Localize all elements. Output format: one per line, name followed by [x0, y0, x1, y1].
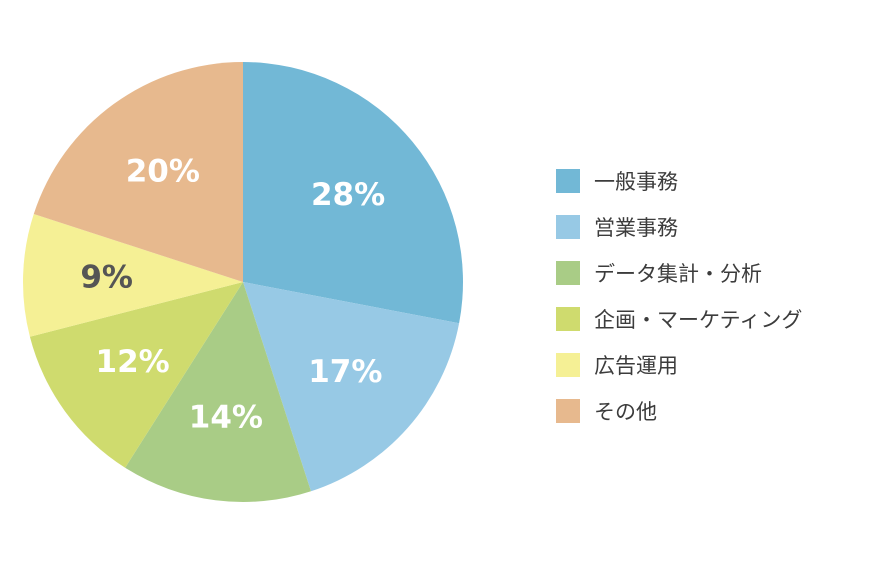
slice-value-label-4: 12% [96, 344, 170, 380]
slice-value-label-1: 28% [311, 177, 385, 213]
slice-value-label-6: 20% [126, 154, 200, 190]
legend-item-3: データ集計・分析 [556, 250, 802, 296]
legend-item-6: その他 [556, 388, 802, 434]
legend-swatch [556, 399, 580, 423]
pie-slice-3 [125, 282, 311, 502]
legend-swatch [556, 307, 580, 331]
legend-label: データ集計・分析 [594, 262, 762, 286]
legend-swatch [556, 169, 580, 193]
legend-swatch [556, 353, 580, 377]
pie-slice-2 [243, 282, 460, 492]
pie-slice-4 [29, 282, 243, 468]
legend-label: 一般事務 [594, 170, 678, 194]
legend-label: その他 [594, 400, 657, 424]
pie-slice-1 [243, 62, 463, 324]
legend-item-2: 営業事務 [556, 204, 802, 250]
slice-value-label-5: 9% [80, 260, 133, 296]
pie-slice-6 [33, 62, 244, 282]
legend-swatch [556, 215, 580, 239]
slice-value-label-2: 17% [308, 354, 382, 390]
legend-item-4: 企画・マーケティング [556, 296, 802, 342]
legend-label: 企画・マーケティング [594, 308, 803, 332]
pie-slice-5 [23, 214, 244, 337]
slice-value-label-3: 14% [189, 399, 263, 435]
legend-label: 営業事務 [594, 216, 678, 240]
legend-swatch [556, 261, 580, 285]
chart-legend: 一般事務営業事務データ集計・分析企画・マーケティング 広告運用その他 [556, 158, 802, 434]
legend-item-1: 一般事務 [556, 158, 802, 204]
legend-label: 広告運用 [594, 354, 678, 378]
legend-item-5: 広告運用 [556, 342, 802, 388]
